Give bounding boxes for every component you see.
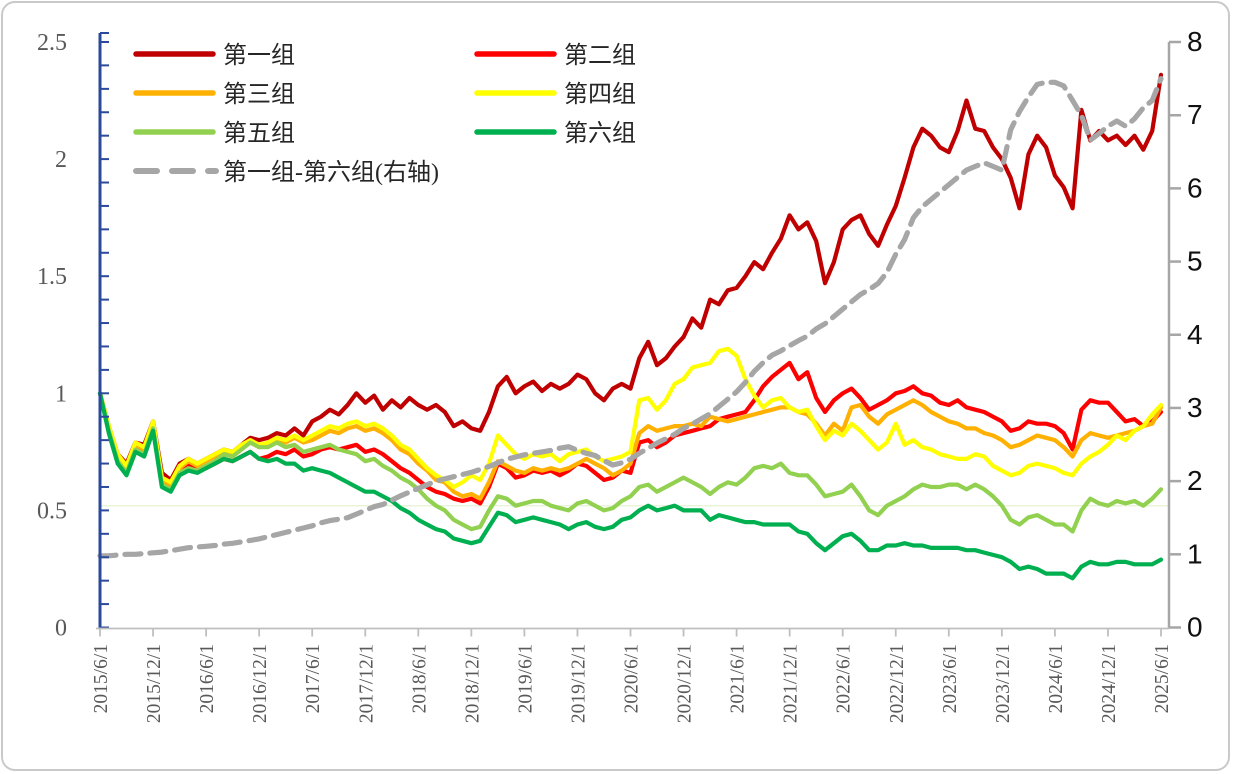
legend-item-group1: 第一组 bbox=[133, 42, 295, 69]
x-tick-label: 2017/6/1 bbox=[303, 644, 324, 713]
x-tick-label: 2024/12/1 bbox=[1099, 644, 1120, 723]
x-tick-label: 2022/12/1 bbox=[887, 644, 908, 723]
legend-item-group6: 第六组 bbox=[474, 120, 636, 147]
legend-label: 第二组 bbox=[564, 42, 636, 69]
x-tick-label: 2021/12/1 bbox=[781, 644, 802, 723]
x-tick-label: 2020/12/1 bbox=[675, 644, 696, 723]
legend-item-group5: 第五组 bbox=[133, 120, 295, 147]
series-line-4 bbox=[97, 346, 1164, 490]
series-line-7 bbox=[97, 75, 1164, 559]
legend-item-spread-right-axis: 第一组-第六组(右轴) bbox=[133, 159, 439, 186]
x-tick-label: 2019/12/1 bbox=[568, 644, 589, 723]
left-axis-label: 0.5 bbox=[37, 498, 67, 524]
left-axis-label: 2 bbox=[55, 147, 67, 173]
left-y-axis: 0 0.5 1 1.5 2 2.5 bbox=[37, 30, 109, 642]
series-line-1 bbox=[97, 72, 1164, 483]
x-tick-label: 2016/6/1 bbox=[197, 644, 218, 713]
right-axis-label: 8 bbox=[1187, 26, 1203, 57]
x-tick-label: 2022/6/1 bbox=[834, 644, 855, 713]
right-axis-label: 1 bbox=[1187, 538, 1203, 569]
x-tick-label: 2020/6/1 bbox=[622, 644, 643, 713]
x-tick-label: 2024/6/1 bbox=[1046, 644, 1067, 713]
x-tick-label: 2017/12/1 bbox=[356, 644, 377, 723]
line-chart: 0 0.5 1 1.5 2 2.5 0 1 2 3 4 5 6 7 8 2015/6/1 2015/12/1… bbox=[37, 26, 1203, 723]
legend-label: 第五组 bbox=[223, 120, 295, 147]
x-tick-label: 2018/12/1 bbox=[462, 644, 483, 723]
legend: 第一组 第二组 第三组 第四组 第五组 第六组 bbox=[133, 42, 636, 186]
legend-item-group4: 第四组 bbox=[474, 81, 636, 108]
left-axis-label: 1.5 bbox=[37, 264, 67, 290]
x-axis: 2015/6/1 2015/12/1 2016/6/1 2016/12/1 2017/6… bbox=[91, 627, 1173, 723]
right-axis-label: 4 bbox=[1187, 319, 1203, 350]
right-axis-label: 5 bbox=[1187, 246, 1203, 277]
x-tick-label: 2023/12/1 bbox=[993, 644, 1014, 723]
plot-area bbox=[97, 72, 1169, 581]
series-line-6 bbox=[97, 391, 1164, 581]
legend-item-group2: 第二组 bbox=[474, 42, 636, 69]
series-line-5 bbox=[97, 391, 1164, 534]
x-tick-label: 2016/12/1 bbox=[250, 644, 271, 723]
right-axis-label: 0 bbox=[1187, 612, 1203, 643]
legend-label: 第一组-第六组(右轴) bbox=[223, 159, 439, 186]
left-axis-label: 0 bbox=[55, 616, 67, 642]
legend-label: 第一组 bbox=[223, 42, 295, 69]
left-axis-label: 1 bbox=[55, 381, 67, 407]
x-tick-label: 2015/12/1 bbox=[144, 644, 165, 723]
right-y-axis: 0 1 2 3 4 5 6 7 8 bbox=[1167, 26, 1203, 643]
legend-label: 第三组 bbox=[223, 81, 295, 108]
legend-label: 第六组 bbox=[564, 120, 636, 147]
x-tick-label: 2015/6/1 bbox=[91, 644, 112, 713]
legend-item-group3: 第三组 bbox=[133, 81, 295, 108]
x-tick-label: 2019/6/1 bbox=[515, 644, 536, 713]
right-axis-label: 2 bbox=[1187, 465, 1203, 496]
x-tick-label: 2021/6/1 bbox=[728, 644, 749, 713]
left-axis-label: 2.5 bbox=[37, 30, 67, 56]
x-tick-label: 2018/6/1 bbox=[409, 644, 430, 713]
x-tick-label: 2025/6/1 bbox=[1152, 644, 1173, 713]
right-axis-label: 6 bbox=[1187, 172, 1203, 203]
series-line-2 bbox=[97, 360, 1164, 506]
x-tick-label: 2023/6/1 bbox=[940, 644, 961, 713]
right-axis-label: 3 bbox=[1187, 392, 1203, 423]
right-axis-label: 7 bbox=[1187, 99, 1203, 130]
legend-label: 第四组 bbox=[564, 81, 636, 108]
